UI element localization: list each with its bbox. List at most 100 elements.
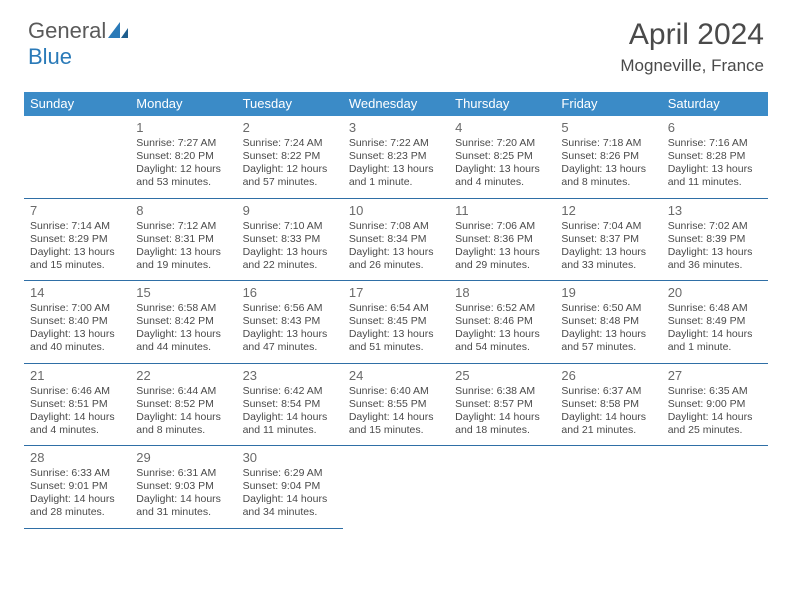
day-number: 18 — [455, 285, 549, 300]
day-detail: Sunrise: 7:22 AMSunset: 8:23 PMDaylight:… — [349, 137, 443, 190]
calendar-body: 1Sunrise: 7:27 AMSunset: 8:20 PMDaylight… — [24, 116, 768, 529]
day-number: 30 — [243, 450, 337, 465]
day-number: 23 — [243, 368, 337, 383]
day-detail-line: Daylight: 13 hours — [136, 246, 230, 259]
day-detail-line: and 21 minutes. — [561, 424, 655, 437]
day-number: 15 — [136, 285, 230, 300]
day-detail-line: and 19 minutes. — [136, 259, 230, 272]
day-detail-line: Daylight: 14 hours — [668, 411, 762, 424]
title-block: April 2024 Mogneville, France — [620, 18, 764, 76]
day-detail-line: and 25 minutes. — [668, 424, 762, 437]
day-header: Thursday — [449, 92, 555, 116]
day-detail-line: Daylight: 13 hours — [30, 328, 124, 341]
day-detail: Sunrise: 7:16 AMSunset: 8:28 PMDaylight:… — [668, 137, 762, 190]
day-detail-line: Daylight: 13 hours — [349, 246, 443, 259]
calendar-day: 6Sunrise: 7:16 AMSunset: 8:28 PMDaylight… — [662, 116, 768, 198]
day-detail-line: and 36 minutes. — [668, 259, 762, 272]
day-detail: Sunrise: 7:12 AMSunset: 8:31 PMDaylight:… — [136, 220, 230, 273]
day-detail-line: Sunset: 8:20 PM — [136, 150, 230, 163]
day-detail-line: Sunset: 8:45 PM — [349, 315, 443, 328]
day-number: 24 — [349, 368, 443, 383]
calendar-day: 21Sunrise: 6:46 AMSunset: 8:51 PMDayligh… — [24, 364, 130, 446]
day-detail-line: Sunrise: 6:44 AM — [136, 385, 230, 398]
calendar-day: 7Sunrise: 7:14 AMSunset: 8:29 PMDaylight… — [24, 199, 130, 281]
calendar-day — [343, 446, 449, 529]
day-detail-line: Daylight: 14 hours — [136, 493, 230, 506]
day-number: 11 — [455, 203, 549, 218]
day-detail-line: Daylight: 13 hours — [561, 163, 655, 176]
day-detail-line: and 53 minutes. — [136, 176, 230, 189]
day-detail-line: and 44 minutes. — [136, 341, 230, 354]
sail-icon — [108, 18, 128, 44]
day-number: 5 — [561, 120, 655, 135]
day-detail-line: Daylight: 14 hours — [243, 411, 337, 424]
day-detail-line: Sunset: 9:04 PM — [243, 480, 337, 493]
day-detail: Sunrise: 6:54 AMSunset: 8:45 PMDaylight:… — [349, 302, 443, 355]
day-detail-line: Daylight: 13 hours — [455, 328, 549, 341]
day-detail-line: Sunrise: 7:22 AM — [349, 137, 443, 150]
calendar-day: 17Sunrise: 6:54 AMSunset: 8:45 PMDayligh… — [343, 281, 449, 363]
logo-part1: General — [28, 18, 106, 43]
calendar-day: 27Sunrise: 6:35 AMSunset: 9:00 PMDayligh… — [662, 364, 768, 446]
page-title: April 2024 — [620, 18, 764, 52]
day-detail-line: Daylight: 14 hours — [668, 328, 762, 341]
calendar-day: 14Sunrise: 7:00 AMSunset: 8:40 PMDayligh… — [24, 281, 130, 363]
day-detail-line: Daylight: 13 hours — [561, 246, 655, 259]
day-detail: Sunrise: 6:38 AMSunset: 8:57 PMDaylight:… — [455, 385, 549, 438]
day-detail-line: Sunset: 8:25 PM — [455, 150, 549, 163]
day-detail-line: Sunset: 9:01 PM — [30, 480, 124, 493]
day-header: Tuesday — [237, 92, 343, 116]
day-detail-line: Sunrise: 7:20 AM — [455, 137, 549, 150]
calendar-day: 12Sunrise: 7:04 AMSunset: 8:37 PMDayligh… — [555, 199, 661, 281]
day-detail: Sunrise: 7:02 AMSunset: 8:39 PMDaylight:… — [668, 220, 762, 273]
day-detail-line: Sunset: 8:28 PM — [668, 150, 762, 163]
day-number: 7 — [30, 203, 124, 218]
calendar-day: 20Sunrise: 6:48 AMSunset: 8:49 PMDayligh… — [662, 281, 768, 363]
day-detail: Sunrise: 6:35 AMSunset: 9:00 PMDaylight:… — [668, 385, 762, 438]
day-detail-line: Daylight: 13 hours — [243, 328, 337, 341]
day-detail-line: Sunset: 8:49 PM — [668, 315, 762, 328]
day-detail-line: and 18 minutes. — [455, 424, 549, 437]
day-detail-line: Sunrise: 7:10 AM — [243, 220, 337, 233]
day-detail-line: Sunset: 8:22 PM — [243, 150, 337, 163]
day-number: 22 — [136, 368, 230, 383]
day-detail-line: Sunrise: 6:56 AM — [243, 302, 337, 315]
day-detail: Sunrise: 6:40 AMSunset: 8:55 PMDaylight:… — [349, 385, 443, 438]
day-number: 13 — [668, 203, 762, 218]
day-detail-line: and 15 minutes. — [30, 259, 124, 272]
day-detail-line: Sunrise: 6:54 AM — [349, 302, 443, 315]
day-detail-line: Sunrise: 7:14 AM — [30, 220, 124, 233]
day-detail: Sunrise: 6:52 AMSunset: 8:46 PMDaylight:… — [455, 302, 549, 355]
day-detail-line: Sunrise: 6:38 AM — [455, 385, 549, 398]
day-detail-line: Daylight: 13 hours — [668, 163, 762, 176]
calendar-day — [555, 446, 661, 529]
day-detail-line: Daylight: 13 hours — [455, 246, 549, 259]
day-detail-line: Sunset: 8:33 PM — [243, 233, 337, 246]
day-number: 9 — [243, 203, 337, 218]
day-detail: Sunrise: 7:24 AMSunset: 8:22 PMDaylight:… — [243, 137, 337, 190]
day-detail: Sunrise: 7:08 AMSunset: 8:34 PMDaylight:… — [349, 220, 443, 273]
day-detail-line: and 15 minutes. — [349, 424, 443, 437]
day-header: Wednesday — [343, 92, 449, 116]
day-detail-line: and 33 minutes. — [561, 259, 655, 272]
day-detail-line: Sunrise: 6:46 AM — [30, 385, 124, 398]
day-detail-line: and 51 minutes. — [349, 341, 443, 354]
day-detail: Sunrise: 7:00 AMSunset: 8:40 PMDaylight:… — [30, 302, 124, 355]
day-header: Friday — [555, 92, 661, 116]
day-detail-line: Sunrise: 7:04 AM — [561, 220, 655, 233]
day-detail-line: and 22 minutes. — [243, 259, 337, 272]
day-detail-line: and 8 minutes. — [136, 424, 230, 437]
calendar-day: 1Sunrise: 7:27 AMSunset: 8:20 PMDaylight… — [130, 116, 236, 198]
day-detail-line: Daylight: 12 hours — [136, 163, 230, 176]
day-detail-line: and 4 minutes. — [30, 424, 124, 437]
calendar-day: 4Sunrise: 7:20 AMSunset: 8:25 PMDaylight… — [449, 116, 555, 198]
day-detail-line: Sunset: 8:57 PM — [455, 398, 549, 411]
day-detail-line: Sunrise: 7:24 AM — [243, 137, 337, 150]
day-detail-line: Sunset: 8:58 PM — [561, 398, 655, 411]
day-detail-line: and 1 minute. — [668, 341, 762, 354]
calendar-week: 1Sunrise: 7:27 AMSunset: 8:20 PMDaylight… — [24, 116, 768, 199]
day-detail: Sunrise: 6:46 AMSunset: 8:51 PMDaylight:… — [30, 385, 124, 438]
day-detail-line: Daylight: 12 hours — [243, 163, 337, 176]
calendar-header-row: SundayMondayTuesdayWednesdayThursdayFrid… — [24, 92, 768, 116]
day-detail-line: Sunset: 8:34 PM — [349, 233, 443, 246]
